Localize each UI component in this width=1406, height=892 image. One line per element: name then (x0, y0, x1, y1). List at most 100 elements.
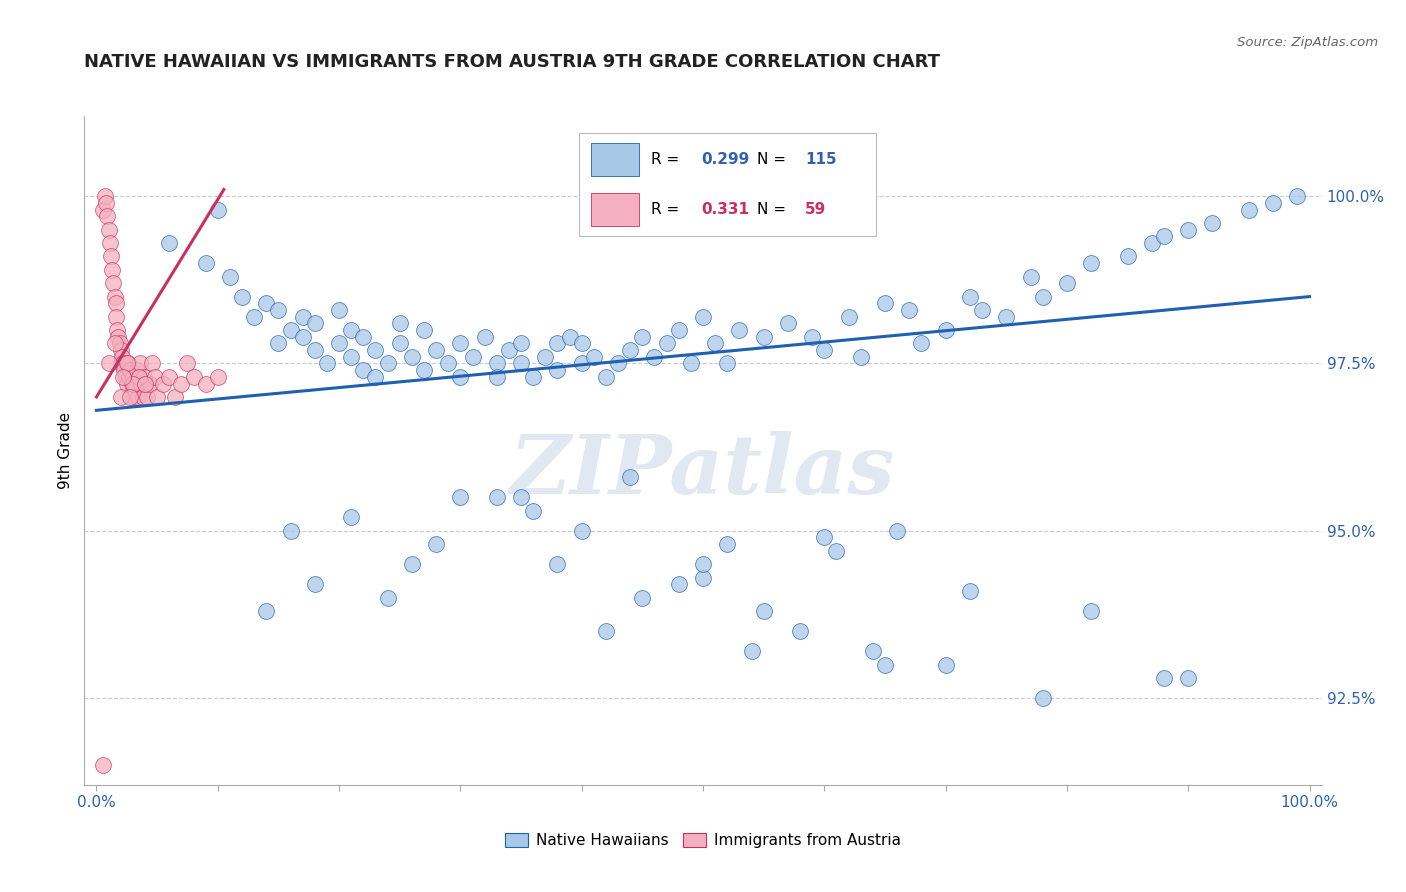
Point (595, 624, 617, 639)
Point (114, 369, 136, 384)
Point (668, 323, 690, 337)
Point (377, 356, 399, 370)
Point (128, 369, 150, 384)
Point (134, 376, 156, 391)
Point (461, 350, 484, 364)
Point (935, 657, 957, 672)
Point (115, 376, 138, 391)
Point (679, 356, 702, 370)
Point (1286, 189, 1309, 203)
Point (143, 369, 166, 384)
Point (340, 350, 363, 364)
Point (510, 490, 533, 504)
Point (207, 202, 229, 217)
Point (776, 317, 799, 331)
Point (692, 571, 714, 585)
Point (959, 290, 981, 304)
Point (813, 530, 835, 544)
Point (898, 303, 921, 318)
Point (437, 356, 460, 370)
Text: NATIVE HAWAIIAN VS IMMIGRANTS FROM AUSTRIA 9TH GRADE CORRELATION CHART: NATIVE HAWAIIAN VS IMMIGRANTS FROM AUSTR… (84, 54, 941, 71)
Point (104, 296, 127, 310)
Legend: Native Hawaiians, Immigrants from Austria: Native Hawaiians, Immigrants from Austri… (499, 827, 907, 855)
Point (1140, 236, 1163, 251)
Point (752, 604, 775, 618)
Point (104, 310, 127, 324)
Point (118, 369, 141, 384)
Point (619, 343, 641, 357)
Point (91, 758, 114, 772)
Point (631, 329, 654, 343)
Point (510, 356, 533, 370)
Point (692, 558, 714, 572)
Point (595, 369, 617, 384)
Point (752, 329, 775, 343)
Point (449, 490, 471, 504)
Point (838, 310, 860, 324)
Point (243, 310, 266, 324)
Point (1019, 269, 1042, 284)
Point (1153, 229, 1175, 244)
Point (655, 336, 678, 351)
Point (546, 363, 568, 377)
Point (96, 195, 118, 210)
Point (873, 296, 896, 310)
Point (194, 376, 217, 391)
Point (741, 644, 763, 658)
Text: ZIPatlas: ZIPatlas (510, 431, 896, 510)
Point (207, 369, 229, 384)
Point (111, 350, 134, 364)
Point (388, 317, 411, 331)
Point (141, 356, 163, 370)
Point (125, 363, 148, 377)
Point (112, 356, 135, 370)
Point (136, 390, 159, 404)
Point (105, 323, 128, 337)
Point (607, 356, 630, 370)
Point (1177, 223, 1199, 237)
Point (129, 356, 152, 370)
Point (117, 356, 139, 370)
Point (1080, 256, 1102, 270)
Point (716, 356, 738, 370)
Point (728, 323, 751, 337)
Point (120, 390, 142, 404)
Point (789, 624, 811, 639)
Point (413, 363, 436, 377)
Point (110, 390, 132, 404)
Point (873, 657, 896, 672)
Point (100, 250, 122, 264)
Point (1116, 250, 1139, 264)
Point (157, 236, 180, 251)
Point (425, 343, 447, 357)
Point (120, 363, 142, 377)
Point (522, 369, 544, 384)
Point (91, 202, 114, 217)
Point (340, 510, 363, 524)
Point (401, 558, 423, 572)
Point (128, 369, 150, 384)
Point (170, 376, 193, 391)
Point (165, 390, 187, 404)
Point (425, 537, 447, 551)
Point (522, 503, 544, 517)
Point (280, 323, 302, 337)
Point (377, 591, 399, 605)
Point (280, 524, 302, 538)
Point (183, 369, 205, 384)
Point (1032, 290, 1054, 304)
Point (571, 356, 593, 370)
Point (485, 369, 508, 384)
Point (231, 290, 253, 304)
Point (291, 329, 314, 343)
Point (316, 356, 339, 370)
Point (498, 343, 520, 357)
Point (97, 223, 120, 237)
Point (146, 390, 169, 404)
Point (862, 644, 884, 658)
Point (401, 350, 423, 364)
Point (1261, 195, 1284, 210)
Point (108, 336, 131, 351)
Point (1080, 604, 1102, 618)
Point (582, 350, 605, 364)
